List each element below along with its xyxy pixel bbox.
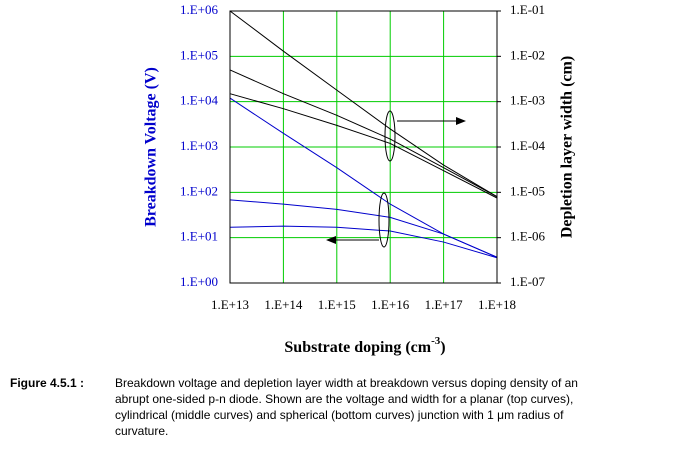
y2-tick-label: 1.E-01 [510, 2, 545, 17]
x-axis-label: Substrate doping (cm-3) [284, 335, 445, 356]
caption-label: Figure 4.5.1 : [10, 376, 85, 390]
x-tick-label: 1.E+14 [264, 297, 303, 312]
x-tick-label: 1.E+17 [425, 297, 464, 312]
x-tick-label: 1.E+15 [318, 297, 356, 312]
y-tick-label: 1.E+03 [180, 138, 218, 153]
annotation-ellipse [384, 110, 396, 162]
y-tick-label: 1.E+02 [180, 183, 218, 198]
data-line [229, 199, 498, 258]
y-tick-label: 1.E+04 [180, 93, 219, 108]
annotation-ellipse [378, 192, 390, 248]
y2-tick-label: 1.E-06 [510, 229, 546, 244]
caption-line: curvature. [115, 424, 169, 438]
y-tick-label: 1.E+05 [180, 47, 218, 62]
y2-axis-label: Depletion layer width (cm) [559, 56, 576, 238]
arrow-head [456, 117, 466, 125]
data-line [229, 225, 498, 259]
chart: Breakdown Voltage (V) Depletion layer wi… [143, 2, 576, 356]
caption-line: Breakdown voltage and depletion layer wi… [115, 376, 578, 390]
arrow-head [326, 236, 336, 244]
data-line [229, 10, 498, 198]
x-axis-label-text: Substrate doping (cm [284, 339, 431, 356]
y2-tick-label: 1.E-07 [510, 274, 546, 289]
data-line [229, 93, 498, 199]
x-axis-label-sup: -3 [431, 335, 441, 347]
data-line [229, 69, 498, 198]
y2-tick-label: 1.E-05 [510, 183, 545, 198]
y2-tick-label: 1.E-04 [510, 138, 546, 153]
x-axis-label-end: ) [440, 339, 445, 356]
y-axis-label: Breakdown Voltage (V) [143, 67, 160, 227]
grid [229, 10, 498, 284]
lines [229, 10, 498, 259]
x-tick-label: 1.E+13 [211, 297, 249, 312]
caption-line: abrupt one-sided p-n diode. Shown are th… [115, 392, 574, 406]
y-tick-label: 1.E+01 [180, 229, 218, 244]
y2-tick-label: 1.E-03 [510, 93, 545, 108]
y-tick-label: 1.E+00 [180, 274, 218, 289]
y2-tick-label: 1.E-02 [510, 47, 545, 62]
x-tick-label: 1.E+18 [478, 297, 516, 312]
x-tick-label: 1.E+16 [371, 297, 410, 312]
caption-line: cylindrical (middle curves) and spherica… [115, 408, 564, 422]
caption-text: Breakdown voltage and depletion layer wi… [115, 375, 670, 439]
y-tick-label: 1.E+06 [180, 2, 219, 17]
